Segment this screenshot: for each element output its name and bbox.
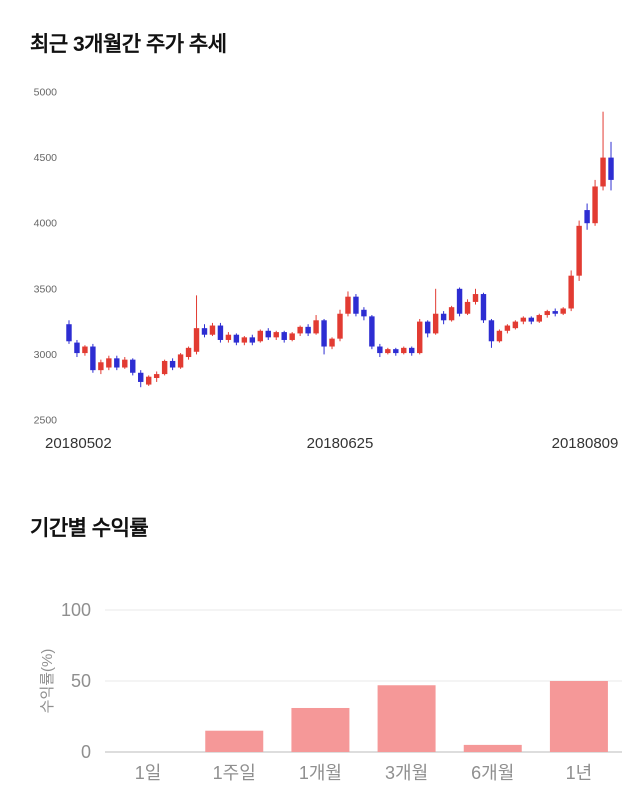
svg-text:20180809: 20180809 bbox=[552, 435, 619, 452]
svg-text:4500: 4500 bbox=[34, 152, 58, 164]
page: 최근 3개월간 주가 추세 2500 3000 3500 4000 4500 5000 20… bbox=[0, 28, 640, 790]
svg-text:20180502: 20180502 bbox=[45, 435, 112, 452]
price-chart-section: 최근 3개월간 주가 추세 2500 3000 3500 4000 4500 5000 20… bbox=[0, 28, 640, 454]
svg-text:20180625: 20180625 bbox=[307, 435, 374, 452]
returns-chart-title: 기간별 수익률 bbox=[30, 517, 149, 540]
svg-text:1일: 1일 bbox=[135, 763, 162, 783]
svg-text:3500: 3500 bbox=[34, 283, 58, 295]
y-axis-tick-labels: 2500 3000 3500 4000 4500 5000 bbox=[34, 87, 58, 427]
svg-text:3개월: 3개월 bbox=[385, 763, 428, 783]
price-candlestick-chart: 2500 3000 3500 4000 4500 5000 20180502 20180625… bbox=[34, 87, 619, 453]
svg-text:1년: 1년 bbox=[566, 763, 593, 783]
price-chart-title: 최근 3개월간 주가 추세 bbox=[30, 33, 227, 56]
svg-text:1개월: 1개월 bbox=[299, 763, 342, 783]
y-axis-tick-labels: 0 50 100 bbox=[61, 600, 91, 762]
svg-text:100: 100 bbox=[61, 600, 91, 620]
y-axis-title: 수익률(%) bbox=[39, 649, 56, 714]
svg-text:5000: 5000 bbox=[34, 87, 58, 99]
svg-text:50: 50 bbox=[71, 671, 91, 691]
x-axis-tick-labels: 20180502 20180625 20180809 bbox=[45, 435, 618, 452]
bars bbox=[205, 681, 608, 752]
candles bbox=[66, 111, 614, 388]
svg-text:2500: 2500 bbox=[34, 415, 58, 427]
svg-text:1주일: 1주일 bbox=[213, 763, 256, 783]
gridlines bbox=[105, 609, 622, 753]
svg-text:3000: 3000 bbox=[34, 349, 58, 361]
svg-text:6개월: 6개월 bbox=[471, 763, 514, 783]
svg-text:수익률(%): 수익률(%) bbox=[39, 649, 56, 714]
x-axis-category-labels: 1일 1주일 1개월 3개월 6개월 1년 bbox=[135, 763, 592, 783]
returns-chart-section: 기간별 수익률 0 50 100 1일 1주일 1개월 3개월 6개월 1년 수익률(%) bbox=[0, 512, 640, 790]
svg-text:4000: 4000 bbox=[34, 218, 58, 230]
svg-text:0: 0 bbox=[81, 742, 91, 762]
returns-bar-chart: 0 50 100 1일 1주일 1개월 3개월 6개월 1년 수익률(%) bbox=[39, 600, 622, 783]
